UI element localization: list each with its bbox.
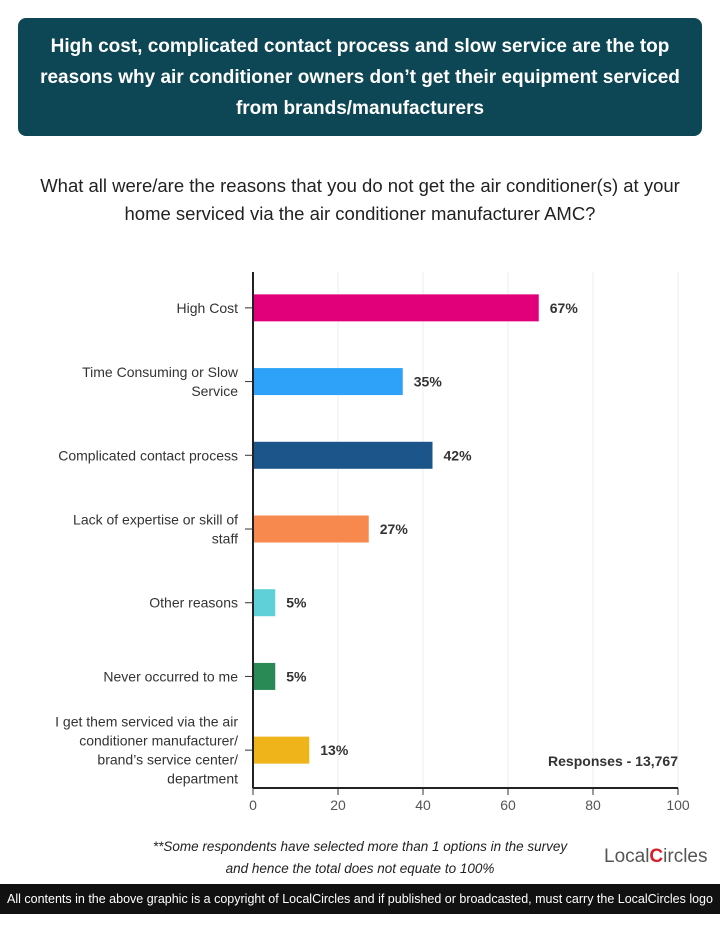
x-tick-label: 100 <box>666 797 690 813</box>
x-tick-label: 0 <box>249 797 257 813</box>
category-label: I get them serviced via the air <box>55 714 238 730</box>
category-label: High Cost <box>177 300 239 316</box>
bar <box>254 662 276 690</box>
x-tick-label: 20 <box>330 797 346 813</box>
category-label: Complicated contact process <box>58 447 238 463</box>
responses-annotation: Responses - 13,767 <box>548 753 678 769</box>
category-label: brand’s service center/ <box>97 752 238 768</box>
bar <box>254 294 539 322</box>
category-label: Time Consuming or Slow <box>82 364 239 380</box>
footnote: **Some respondents have selected more th… <box>130 836 590 880</box>
bar <box>254 515 369 543</box>
x-tick-label: 60 <box>500 797 516 813</box>
category-label: Never occurred to me <box>103 668 238 684</box>
footnote-line: and hence the total does not equate to 1… <box>225 861 495 876</box>
category-label: staff <box>212 531 238 547</box>
data-label: 13% <box>320 742 349 758</box>
data-label: 35% <box>414 374 443 390</box>
category-label: conditioner manufacturer/ <box>79 733 238 749</box>
bar <box>254 368 403 396</box>
category-label: Other reasons <box>149 595 238 611</box>
category-label: Service <box>191 383 238 399</box>
bar <box>254 441 433 469</box>
data-label: 27% <box>380 521 409 537</box>
header-title: High cost, complicated contact process a… <box>18 18 702 136</box>
copyright-footer: All contents in the above graphic is a c… <box>0 884 720 936</box>
bar-chart: 0 20 40 60 80 100 67% High Cost 35% Time Consumin… <box>55 272 690 813</box>
x-tick-label: 40 <box>415 797 431 813</box>
data-label: 67% <box>550 300 579 316</box>
data-label: 5% <box>286 668 307 684</box>
bar <box>254 736 310 764</box>
survey-question: What all were/are the reasons that you d… <box>40 175 680 224</box>
bar <box>254 589 276 617</box>
x-tick-label: 80 <box>585 797 601 813</box>
category-label: Lack of expertise or skill of <box>73 512 238 528</box>
data-label: 42% <box>444 447 473 463</box>
footnote-line: **Some respondents have selected more th… <box>152 839 568 854</box>
data-label: 5% <box>286 595 307 611</box>
category-label: department <box>167 771 238 787</box>
localcircles-logo: LocalCircles <box>604 846 708 867</box>
